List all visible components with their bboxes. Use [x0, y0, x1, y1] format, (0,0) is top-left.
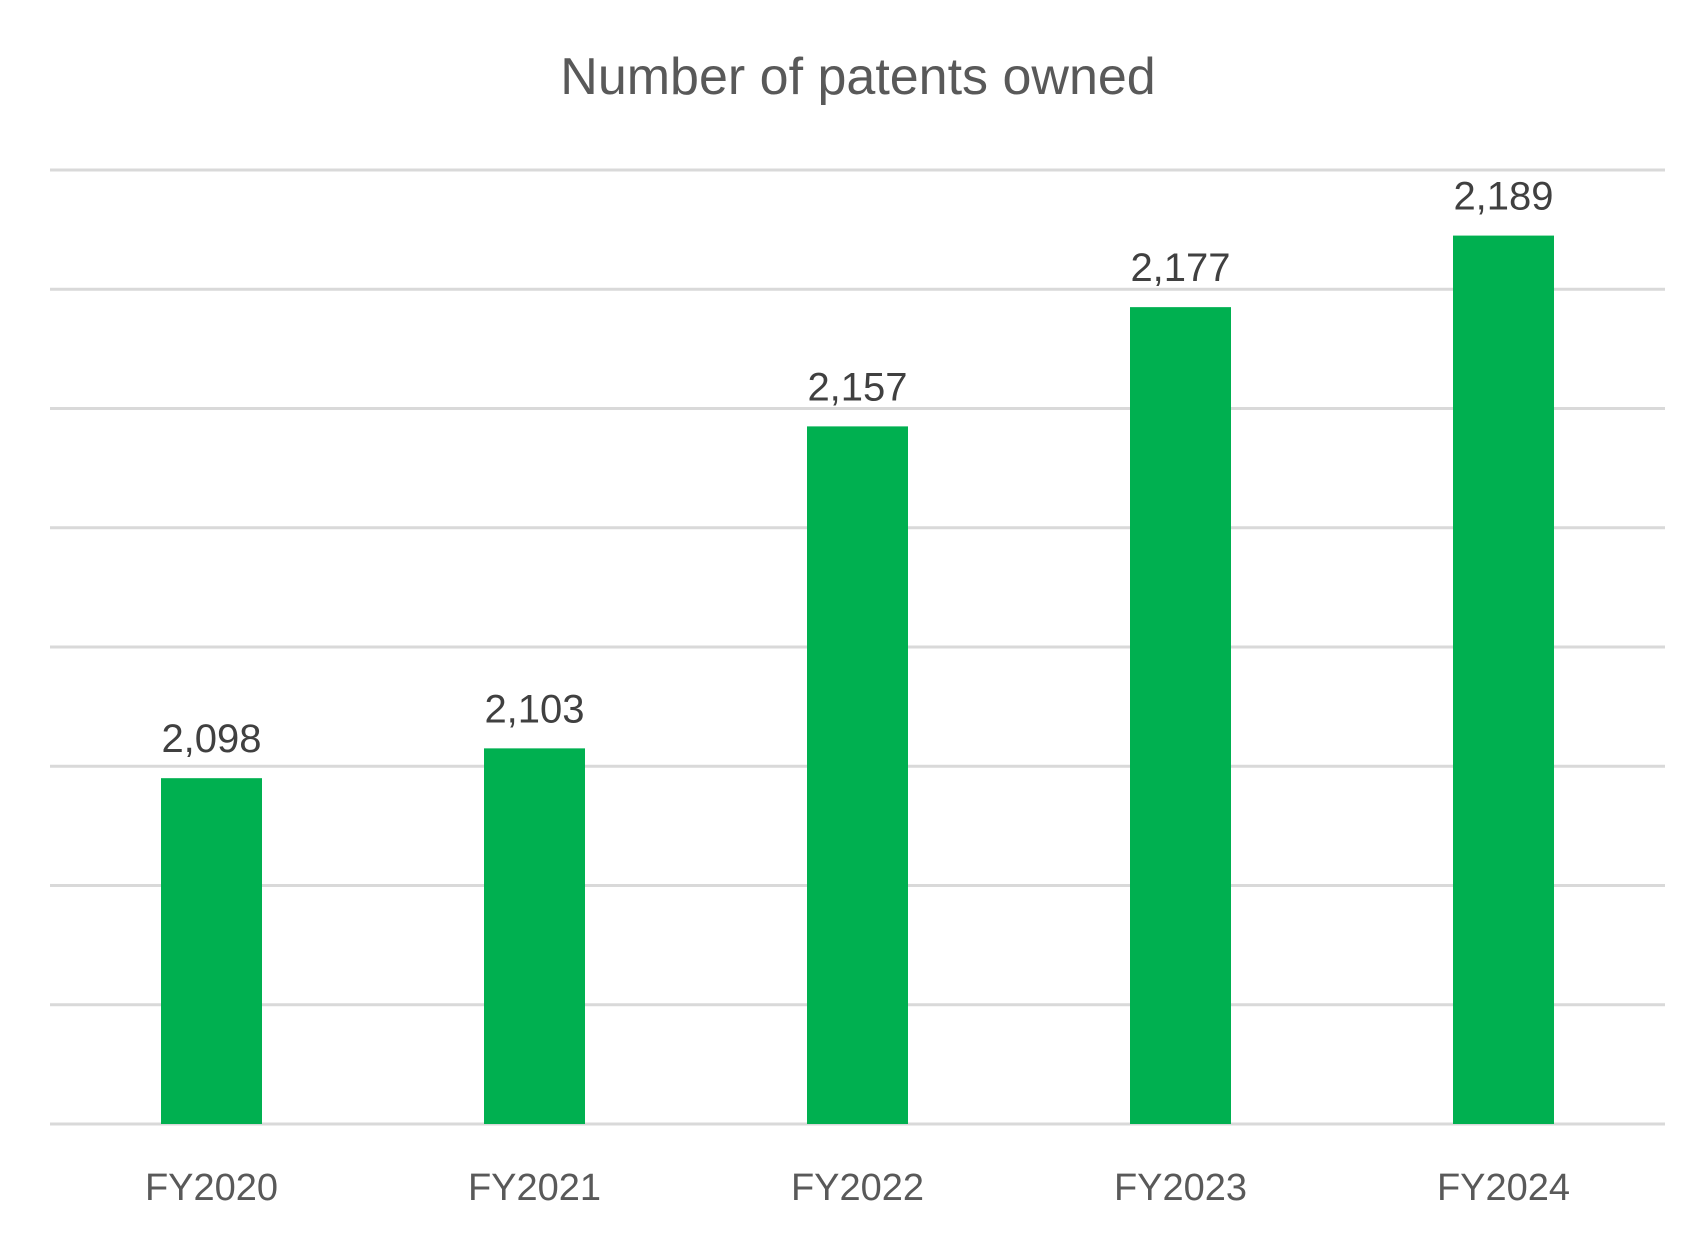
x-tick-label: FY2022	[791, 1167, 924, 1209]
data-label: 2,177	[1130, 246, 1230, 290]
bar-fy2023	[1130, 307, 1231, 1124]
x-tick-label: FY2024	[1437, 1167, 1570, 1209]
data-label: 2,157	[807, 365, 907, 409]
bars	[161, 235, 1554, 1124]
data-label: 2,189	[1453, 175, 1553, 219]
bar-fy2021	[484, 748, 585, 1124]
chart-title: Number of patents owned	[560, 48, 1155, 106]
x-tick-label: FY2021	[468, 1167, 601, 1209]
bar-fy2020	[161, 778, 262, 1124]
x-tick-label: FY2023	[1114, 1167, 1247, 1209]
x-axis-tick-labels: FY2020 FY2021 FY2022 FY2023 FY2024	[145, 1167, 1570, 1209]
data-label: 2,098	[161, 717, 261, 761]
data-label: 2,103	[484, 687, 584, 731]
bar-fy2024	[1453, 235, 1554, 1124]
bar-fy2022	[807, 426, 908, 1124]
x-tick-label: FY2020	[145, 1167, 278, 1209]
data-labels: 2,098 2,103 2,157 2,177 2,189	[161, 175, 1553, 762]
